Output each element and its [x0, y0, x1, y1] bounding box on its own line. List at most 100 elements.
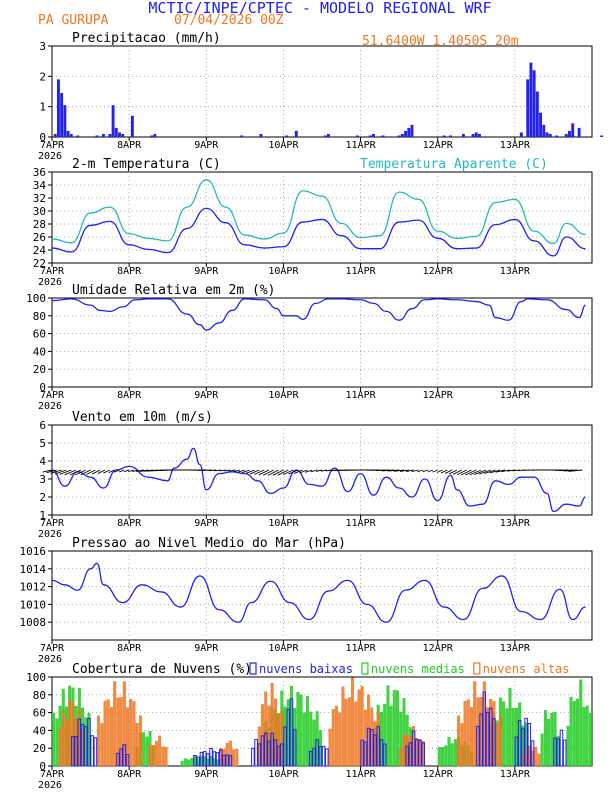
cloud-bar	[524, 717, 528, 767]
rh-year-label: 2026	[38, 401, 62, 412]
cloud-bar	[251, 747, 255, 767]
pres-title: Pressao ao Nivel Medio do Mar (hPa)	[72, 536, 346, 551]
cloud-bar	[338, 712, 342, 767]
precip-xtick-label: 9APR	[194, 140, 219, 151]
rh-xtick-label: 13APR	[500, 390, 531, 401]
cloud-bar	[276, 745, 281, 767]
temp-xtick-label: 7APR	[40, 266, 65, 277]
precip-bar	[118, 132, 121, 137]
cloud-bar	[457, 715, 461, 767]
cloud-bar	[232, 749, 236, 767]
clouds-xtick-label: 13APR	[500, 769, 531, 780]
cloud-legend-swatch	[473, 662, 481, 675]
precip-frame	[51, 45, 593, 138]
cloud-bar	[325, 748, 329, 767]
wind-arrow	[393, 469, 405, 472]
cloud-bar	[106, 699, 110, 767]
clouds-ytick-label: 100	[26, 671, 46, 684]
wind-arrow	[59, 469, 72, 475]
precip-xtick-label: 7APR	[40, 140, 65, 151]
wind-arrow	[262, 469, 274, 476]
cloud-bar	[306, 696, 310, 767]
pres-xtick-label: 11APR	[346, 643, 377, 654]
pres-ytick-label: 1012	[20, 581, 47, 594]
precip-bar	[240, 135, 244, 137]
wind-arrow	[202, 469, 212, 471]
cloud-bar	[235, 748, 239, 767]
wind-arrow	[46, 469, 57, 474]
precip-bar	[63, 105, 67, 137]
wind-arrow	[456, 469, 467, 476]
cloud-bar	[312, 747, 316, 767]
cloud-bar	[199, 751, 204, 767]
wind-ytick-label: 2	[39, 491, 46, 504]
temp-xtick-label: 12APR	[423, 266, 454, 277]
cloud-bar	[511, 707, 515, 767]
precip-bar	[323, 135, 327, 137]
run-date: 07/04/2026 00Z	[174, 13, 284, 28]
cloud-bar	[547, 718, 551, 767]
cloud-bar	[482, 691, 487, 767]
wind-arrow	[507, 469, 515, 472]
rh-ytick-label: 0	[39, 381, 46, 394]
cloud-bar	[476, 725, 480, 767]
precip-bar	[577, 127, 581, 137]
cloud-bar	[360, 739, 364, 767]
precip-bar	[371, 133, 375, 137]
cloud-bar	[354, 701, 358, 767]
precip-bar	[121, 133, 125, 137]
cloud-bar	[450, 743, 454, 767]
cloud-bar	[299, 694, 303, 767]
precip-ytick-label: 2	[39, 70, 46, 83]
wind-arrow	[254, 469, 265, 475]
wind-arrow	[108, 469, 115, 474]
precip-bar	[545, 132, 549, 137]
rh-ytick-label: 100	[26, 292, 46, 305]
cloud-bar	[225, 754, 229, 767]
temp-series-line	[51, 179, 586, 245]
precip-bar	[519, 132, 523, 137]
wind-arrow	[474, 469, 487, 475]
cloud-bar	[187, 759, 191, 767]
cloud-bar	[366, 727, 371, 767]
cloud-bar	[527, 722, 532, 767]
wind-arrow	[448, 469, 458, 475]
wind-arrow	[444, 469, 453, 474]
cloud-bar	[566, 726, 570, 767]
rh-xtick-label: 9APR	[194, 390, 219, 401]
wind-arrow	[54, 469, 67, 475]
cloud-bar	[119, 748, 123, 767]
cloud-bar	[260, 735, 265, 767]
precip-bar	[571, 123, 575, 137]
cloud-bar	[444, 745, 448, 767]
cloud-bar	[52, 712, 56, 767]
wind-arrow	[305, 469, 313, 473]
temp-frame	[51, 171, 593, 264]
wind-xtick-label: 13APR	[500, 518, 531, 529]
main-title: MCTIC/INPE/CPTEC - MODELO REGIONAL WRF	[148, 0, 491, 17]
wind-arrow	[219, 469, 226, 472]
precip-bar	[285, 135, 289, 137]
cloud-bar	[267, 740, 271, 767]
precip-ytick-label: 3	[39, 40, 46, 53]
clouds-xtick-label: 9APR	[194, 769, 219, 780]
cloud-bar	[379, 739, 384, 767]
pres-panel: 1008 1010 1012 1014 1016 7APR 8APR 9APR 10APR 11A…	[20, 536, 593, 665]
cloud-bar	[257, 743, 262, 767]
temp-ytick-label: 34	[33, 179, 47, 192]
wind-arrow	[208, 469, 216, 472]
precip-bar	[474, 132, 478, 137]
cloud-bar	[402, 734, 406, 767]
wind-arrow	[118, 469, 125, 473]
precip-bar	[397, 135, 401, 137]
wind-ytick-label: 6	[39, 419, 46, 432]
wind-arrow	[64, 469, 77, 476]
cloud-bar	[183, 758, 187, 767]
precip-bar	[259, 133, 263, 137]
cloud-bar	[569, 696, 573, 767]
temp-ytick-label: 30	[33, 205, 46, 218]
rh-xtick-label: 12APR	[423, 390, 454, 401]
cloud-bar	[556, 738, 561, 767]
cloud-bar	[344, 698, 348, 767]
cloud-bar	[158, 735, 162, 767]
